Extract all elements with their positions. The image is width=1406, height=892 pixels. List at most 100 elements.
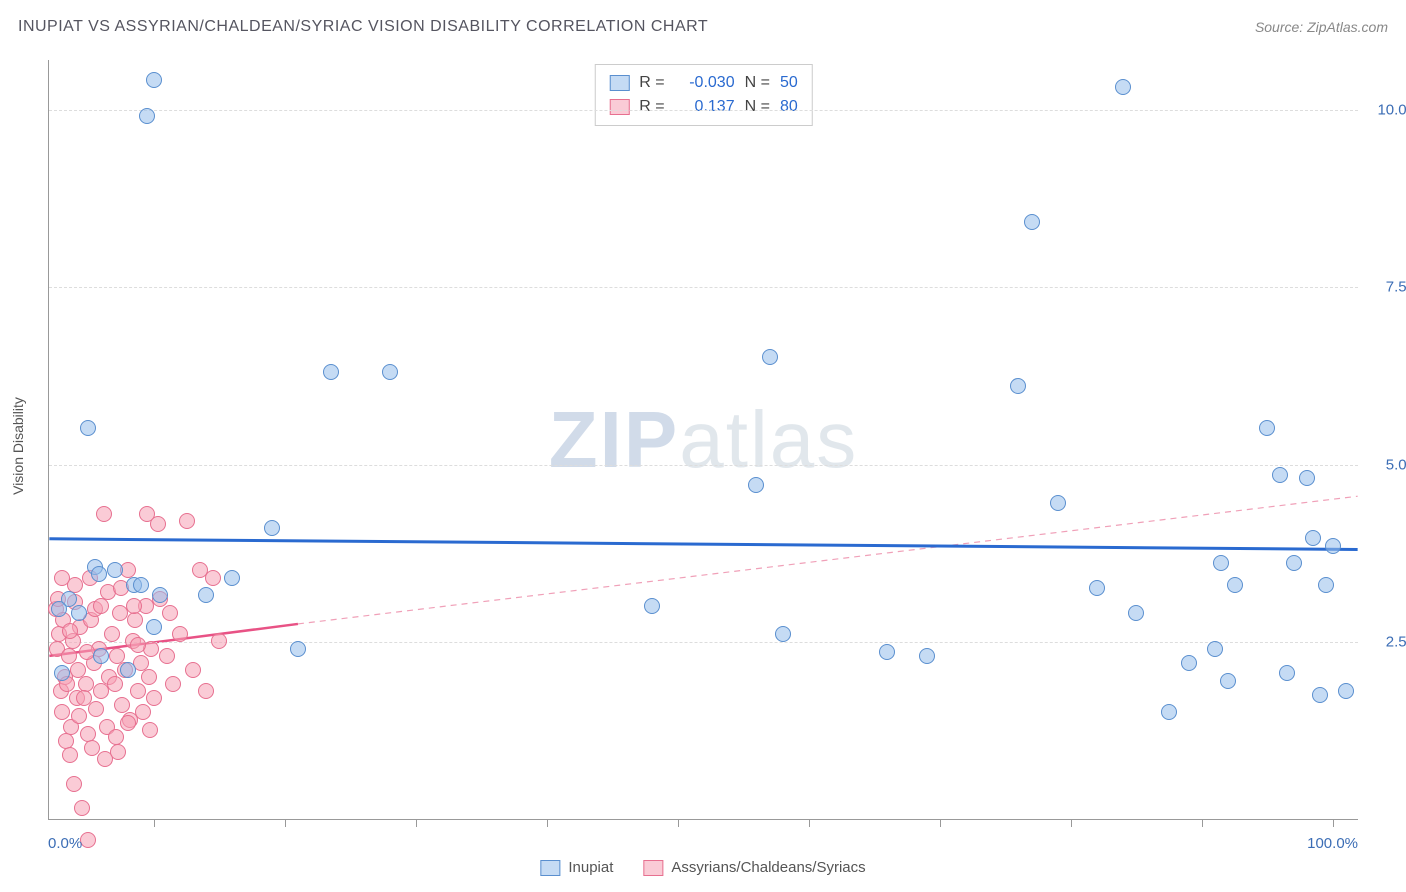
x-tick bbox=[940, 819, 941, 827]
watermark: ZIPatlas bbox=[549, 394, 858, 486]
data-point bbox=[879, 644, 895, 660]
data-point bbox=[146, 619, 162, 635]
data-point bbox=[135, 704, 151, 720]
x-axis-min-label: 0.0% bbox=[48, 835, 82, 852]
data-point bbox=[179, 513, 195, 529]
data-point bbox=[205, 570, 221, 586]
x-tick bbox=[809, 819, 810, 827]
trend-lines bbox=[49, 60, 1358, 819]
legend-row-inupiat: R = -0.030 N = 50 bbox=[609, 71, 797, 95]
data-point bbox=[1089, 580, 1105, 596]
n-label: N = bbox=[745, 71, 770, 95]
data-point bbox=[142, 722, 158, 738]
gridline-h bbox=[49, 110, 1358, 111]
plot-area: ZIPatlas R = -0.030 N = 50 R = 0.137 N =… bbox=[48, 60, 1358, 820]
x-tick bbox=[1071, 819, 1072, 827]
y-axis-label: Vision Disability bbox=[10, 397, 26, 495]
n-value-inupiat: 50 bbox=[780, 71, 798, 95]
gridline-h bbox=[49, 642, 1358, 643]
data-point bbox=[74, 800, 90, 816]
data-point bbox=[1050, 495, 1066, 511]
data-point bbox=[71, 605, 87, 621]
legend-series: Inupiat Assyrians/Chaldeans/Syriacs bbox=[540, 859, 865, 876]
x-tick bbox=[1202, 819, 1203, 827]
data-point bbox=[127, 612, 143, 628]
x-tick bbox=[678, 819, 679, 827]
data-point bbox=[141, 669, 157, 685]
data-point bbox=[152, 587, 168, 603]
data-point bbox=[1181, 655, 1197, 671]
data-point bbox=[62, 623, 78, 639]
data-point bbox=[264, 520, 280, 536]
chart-title: INUPIAT VS ASSYRIAN/CHALDEAN/SYRIAC VISI… bbox=[18, 18, 708, 36]
gridline-h bbox=[49, 287, 1358, 288]
data-point bbox=[146, 72, 162, 88]
data-point bbox=[644, 598, 660, 614]
swatch-icon bbox=[643, 860, 663, 876]
data-point bbox=[76, 690, 92, 706]
swatch-icon bbox=[540, 860, 560, 876]
data-point bbox=[110, 744, 126, 760]
data-point bbox=[748, 477, 764, 493]
data-point bbox=[93, 598, 109, 614]
data-point bbox=[130, 637, 146, 653]
data-point bbox=[1115, 79, 1131, 95]
gridline-h bbox=[49, 465, 1358, 466]
data-point bbox=[159, 648, 175, 664]
data-point bbox=[1305, 530, 1321, 546]
legend-label-inupiat: Inupiat bbox=[568, 859, 613, 876]
data-point bbox=[323, 364, 339, 380]
y-tick-label: 2.5% bbox=[1386, 634, 1406, 651]
data-point bbox=[126, 598, 142, 614]
data-point bbox=[1128, 605, 1144, 621]
legend-swatch-pink bbox=[609, 99, 629, 115]
legend-correlation: R = -0.030 N = 50 R = 0.137 N = 80 bbox=[594, 64, 812, 126]
data-point bbox=[165, 676, 181, 692]
data-point bbox=[1259, 420, 1275, 436]
n-label: N = bbox=[745, 95, 770, 119]
data-point bbox=[1227, 577, 1243, 593]
legend-row-assyrian: R = 0.137 N = 80 bbox=[609, 95, 797, 119]
x-axis-max-label: 100.0% bbox=[1307, 835, 1358, 852]
data-point bbox=[91, 566, 107, 582]
data-point bbox=[290, 641, 306, 657]
x-tick bbox=[547, 819, 548, 827]
data-point bbox=[1272, 467, 1288, 483]
legend-item-inupiat: Inupiat bbox=[540, 859, 613, 876]
x-tick bbox=[416, 819, 417, 827]
x-tick bbox=[285, 819, 286, 827]
data-point bbox=[66, 776, 82, 792]
data-point bbox=[1010, 378, 1026, 394]
x-tick bbox=[154, 819, 155, 827]
data-point bbox=[150, 516, 166, 532]
data-point bbox=[80, 832, 96, 848]
legend-item-assyrian: Assyrians/Chaldeans/Syriacs bbox=[643, 859, 865, 876]
data-point bbox=[93, 648, 109, 664]
data-point bbox=[120, 715, 136, 731]
y-tick-label: 7.5% bbox=[1386, 279, 1406, 296]
data-point bbox=[775, 626, 791, 642]
data-point bbox=[382, 364, 398, 380]
data-point bbox=[71, 708, 87, 724]
data-point bbox=[120, 662, 136, 678]
data-point bbox=[80, 420, 96, 436]
data-point bbox=[1207, 641, 1223, 657]
data-point bbox=[54, 570, 70, 586]
data-point bbox=[146, 690, 162, 706]
data-point bbox=[185, 662, 201, 678]
watermark-prefix: ZIP bbox=[549, 395, 679, 484]
data-point bbox=[139, 108, 155, 124]
data-point bbox=[96, 506, 112, 522]
data-point bbox=[1286, 555, 1302, 571]
r-label: R = bbox=[639, 95, 664, 119]
data-point bbox=[130, 683, 146, 699]
data-point bbox=[1220, 673, 1236, 689]
watermark-suffix: atlas bbox=[679, 395, 858, 484]
data-point bbox=[1325, 538, 1341, 554]
data-point bbox=[1279, 665, 1295, 681]
data-point bbox=[198, 587, 214, 603]
data-point bbox=[107, 562, 123, 578]
y-tick-label: 5.0% bbox=[1386, 456, 1406, 473]
r-label: R = bbox=[639, 71, 664, 95]
data-point bbox=[51, 601, 67, 617]
